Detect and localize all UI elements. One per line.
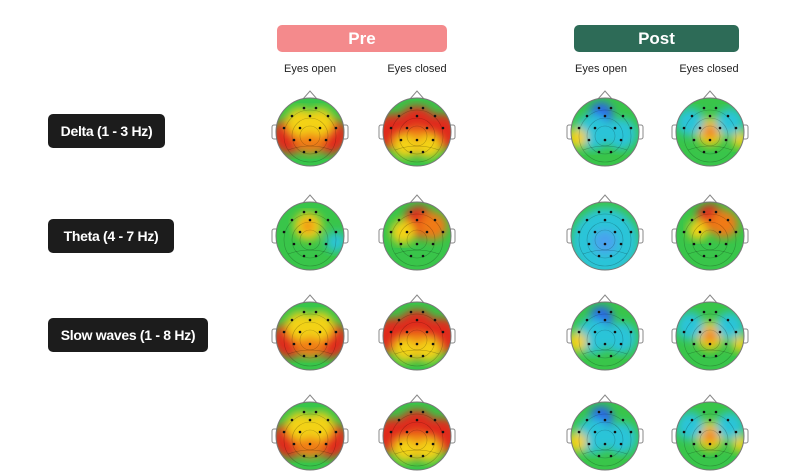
column-label-post-eyes-open: Eyes open (575, 63, 627, 75)
topomap-theta-pre-eyes-closed (375, 192, 459, 276)
topomap-slow-waves-pre-eyes-open (268, 292, 352, 376)
topomap-delta-post-eyes-open (563, 88, 647, 172)
column-label-pre-eyes-open: Eyes open (284, 63, 336, 75)
topomap-delta-pre-eyes-open (268, 88, 352, 172)
group-header-post: Post (574, 25, 739, 52)
topomap-extra-post-eyes-open (563, 392, 647, 476)
topomap-extra-pre-eyes-open (268, 392, 352, 476)
topomap-delta-post-eyes-closed (668, 88, 752, 172)
topomap-slow-waves-pre-eyes-closed (375, 292, 459, 376)
group-header-pre: Pre (277, 25, 447, 52)
topomap-slow-waves-post-eyes-open (563, 292, 647, 376)
topomap-slow-waves-post-eyes-closed (668, 292, 752, 376)
row-label-delta: Delta (1 - 3 Hz) (48, 114, 165, 148)
row-label-slow-waves: Slow waves (1 - 8 Hz) (48, 318, 208, 352)
topomap-delta-pre-eyes-closed (375, 88, 459, 172)
topomap-theta-pre-eyes-open (268, 192, 352, 276)
topomap-extra-pre-eyes-closed (375, 392, 459, 476)
column-label-post-eyes-closed: Eyes closed (679, 63, 739, 75)
topomap-theta-post-eyes-closed (668, 192, 752, 276)
topomap-theta-post-eyes-open (563, 192, 647, 276)
topomap-extra-post-eyes-closed (668, 392, 752, 476)
row-label-theta: Theta (4 - 7 Hz) (48, 219, 174, 253)
column-label-pre-eyes-closed: Eyes closed (387, 63, 447, 75)
